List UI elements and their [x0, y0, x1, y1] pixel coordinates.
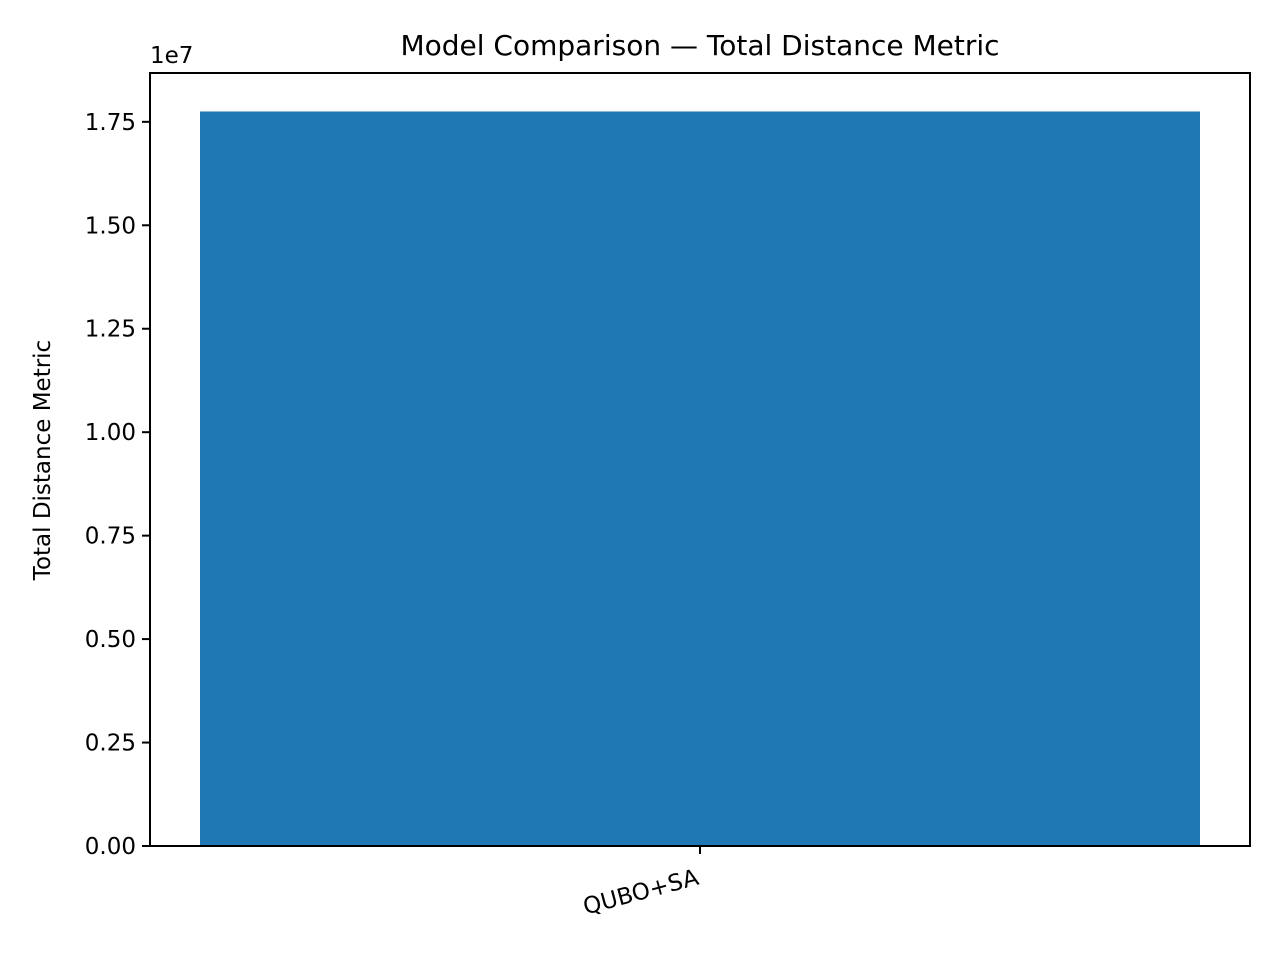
bar-series [200, 111, 1200, 846]
y-axis: 0.00 0.25 0.50 0.75 1.00 1.25 1.50 1.75 [85, 110, 150, 860]
plot-frame [149, 72, 1251, 847]
y-tick-label: 0.00 [85, 834, 136, 860]
y-axis-title: Total Distance Metric [30, 340, 56, 581]
y-tick-label: 1.50 [85, 213, 136, 239]
chart-title: Model Comparison — Total Distance Metric [400, 29, 999, 62]
y-tick-label: 0.75 [85, 524, 136, 550]
y-tick-label: 0.50 [85, 627, 136, 653]
y-tick-label: 1.25 [85, 317, 136, 343]
y-tick-label: 1.00 [85, 420, 136, 446]
y-offset-label: 1e7 [150, 43, 193, 69]
bar [200, 111, 1200, 846]
x-axis: QUBO+SA [580, 846, 702, 921]
y-tick-label: 0.25 [85, 731, 136, 757]
x-tick-label: QUBO+SA [580, 865, 701, 921]
y-tick-label: 1.75 [85, 110, 136, 136]
